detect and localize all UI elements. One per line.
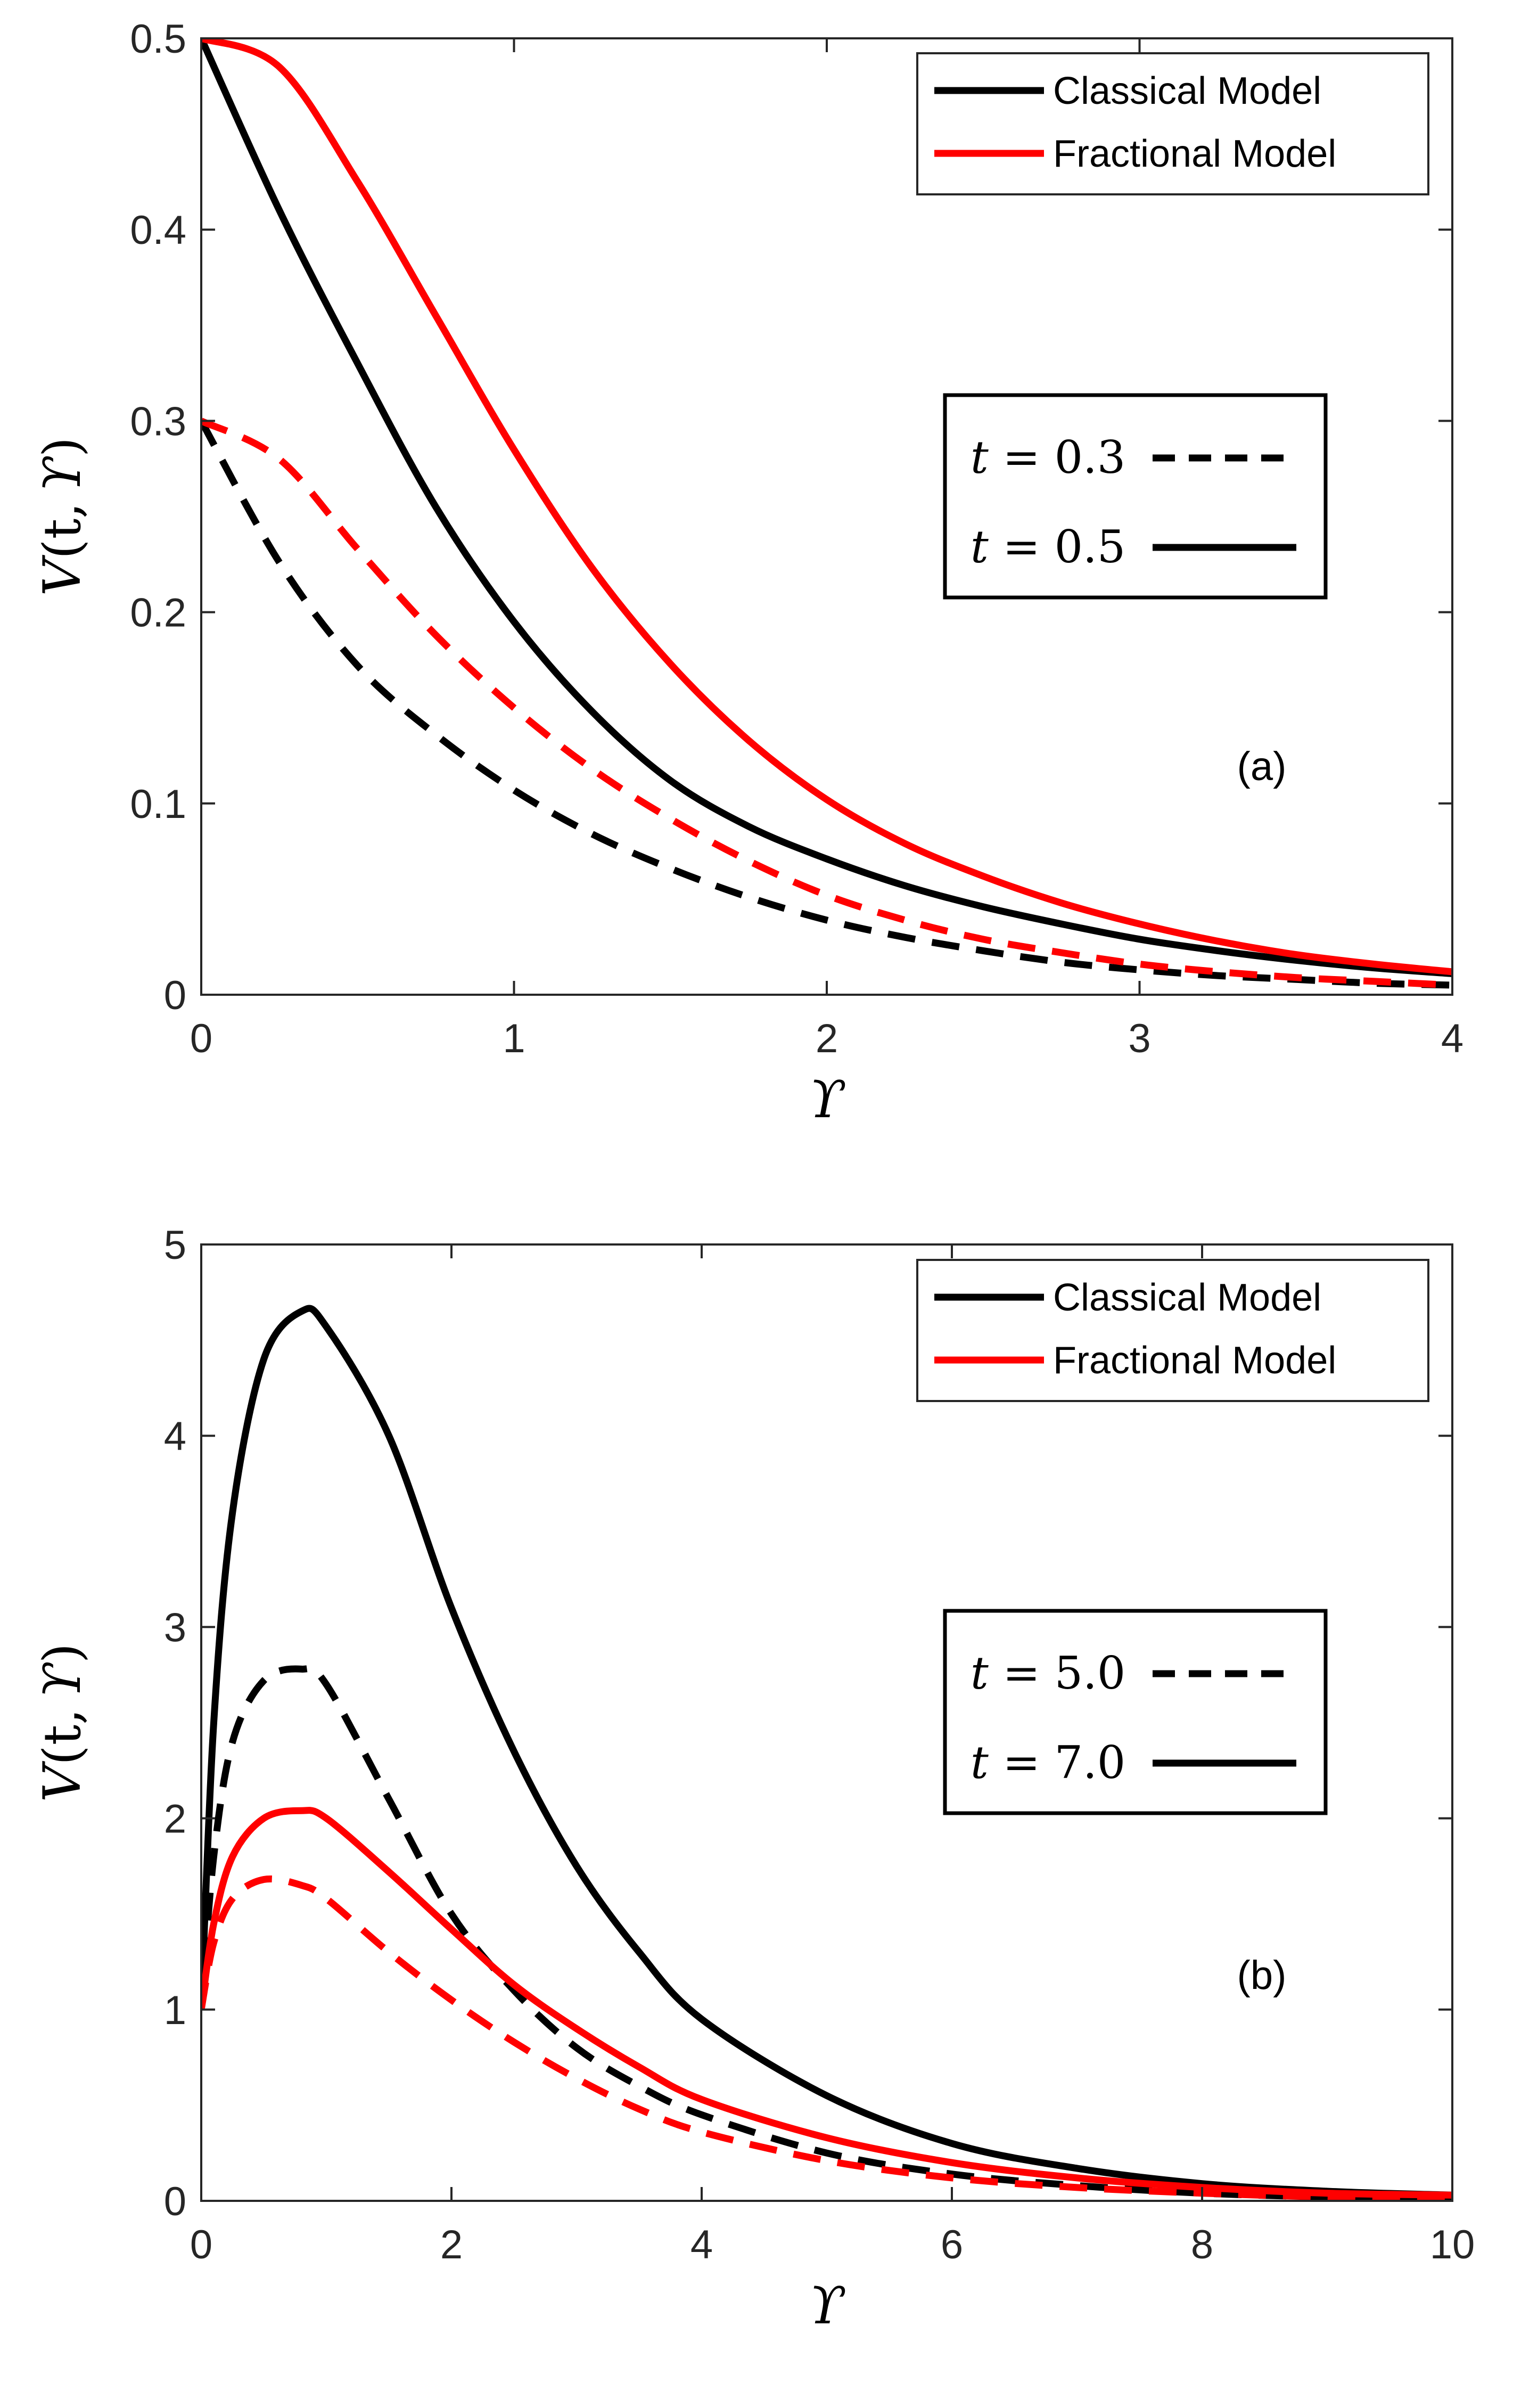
y-axis-label-part: V [32,1760,92,1802]
y-axis-label-part: ) [32,437,92,457]
y-axis-label-part: ϒ [32,456,92,492]
series-line-fractional-dashed [201,1875,1452,2201]
legend-time-eq: = [989,521,1055,573]
x-tick-label: 2 [816,1016,838,1061]
series-line-classical-solid [201,1305,1452,2199]
legend-label-classical: Classical Model [1053,1276,1321,1319]
y-axis-label-part: V [32,554,92,596]
y-tick-label: 1 [164,1988,186,2033]
series-line-fractional-solid [201,38,1452,976]
y-axis-label-part: (t, [32,492,92,559]
y-tick-label: 0.1 [130,782,186,827]
y-axis-label: V(t, ϒ) [32,1643,92,1802]
y-tick-label: 0.4 [130,208,186,253]
y-tick-label: 0.3 [130,399,186,444]
series-group [201,38,1452,989]
legend-time-var: t [971,1647,989,1699]
y-axis-label-part: (t, [32,1698,92,1765]
legend-time-var: t [971,1737,989,1789]
y-tick-label: 3 [164,1605,186,1650]
panel-label: (b) [1237,1953,1287,1998]
x-tick-label: 6 [941,2222,963,2267]
y-tick-label: 0 [164,2179,186,2224]
y-tick-label: 4 [164,1414,186,1459]
legend-time-label: t = 0.5 [971,521,1125,573]
legend-times-box [943,393,1328,600]
series-line-classical-solid [201,38,1452,977]
y-axis-label-part: ϒ [32,1662,92,1698]
x-axis-label: ϒ [809,2276,845,2336]
series-group [201,1305,1452,2201]
y-tick-label: 0.2 [130,591,186,636]
legend-time-value: 5.0 [1055,1647,1126,1699]
legend-time-eq: = [989,431,1055,484]
legend-time-var: t [971,521,989,573]
x-tick-label: 8 [1191,2222,1213,2267]
y-axis-label-part: ) [32,1643,92,1663]
x-tick-label: 3 [1128,1016,1150,1061]
series-line-fractional-solid [201,1807,1452,2199]
x-tick-label: 4 [690,2222,713,2267]
x-axis-label: ϒ [809,1070,845,1129]
series-line-fractional-dashed [201,417,1452,989]
y-tick-label: 0.5 [130,17,186,62]
panel-label: (a) [1237,744,1287,789]
y-tick-label: 5 [164,1223,186,1268]
x-tick-label: 0 [190,1016,212,1061]
x-tick-label: 1 [503,1016,525,1061]
legend-time-var: t [971,431,989,484]
x-tick-label: 2 [440,2222,463,2267]
legend-label-classical: Classical Model [1053,70,1321,112]
y-axis-label: V(t, ϒ) [32,437,92,596]
legend-time-value: 7.0 [1055,1737,1126,1789]
legend-time-label: t = 5.0 [971,1647,1125,1699]
axes-frame [200,1243,1453,2202]
x-tick-label: 4 [1441,1016,1463,1061]
legend-time-eq: = [989,1647,1055,1699]
legend-time-label: t = 7.0 [971,1737,1125,1789]
legend-times-box [943,1609,1328,1815]
x-tick-label: 0 [190,2222,212,2267]
legend-models-box [916,52,1429,195]
y-tick-label: 0 [164,973,186,1018]
legend-time-eq: = [989,1737,1055,1789]
x-tick-label: 10 [1430,2222,1475,2267]
y-tick-label: 2 [164,1797,186,1842]
legend-label-fractional: Fractional Model [1053,133,1336,175]
legend-time-value: 0.5 [1055,521,1126,573]
chart-panel-a: 0 1 2 3 400.10.20.30.40.5ϒV(t, ϒ)Classical M… [32,17,1463,1129]
legend-label-fractional: Fractional Model [1053,1339,1336,1382]
legend-time-value: 0.3 [1055,431,1126,484]
legend-models-box [916,1259,1429,1402]
legend-time-label: t = 0.3 [971,431,1125,484]
